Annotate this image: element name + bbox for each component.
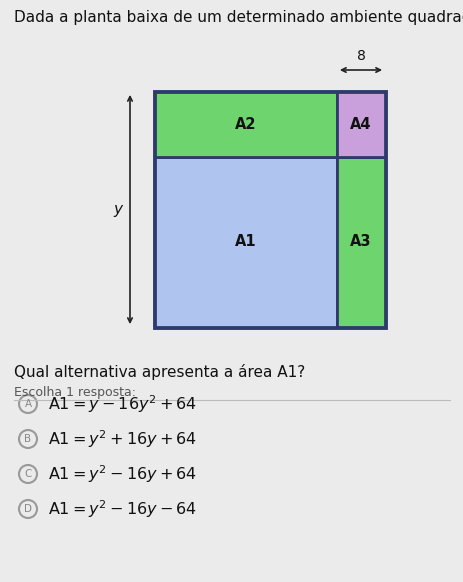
Text: B: B — [25, 434, 31, 444]
Text: $\mathrm{A1} = y^2 - 16y + 64$: $\mathrm{A1} = y^2 - 16y + 64$ — [48, 463, 197, 485]
Bar — [336, 157, 384, 327]
Text: A1: A1 — [235, 235, 256, 250]
Text: y: y — [113, 202, 122, 217]
Text: A4: A4 — [350, 117, 371, 132]
Text: D: D — [24, 504, 32, 514]
Text: A3: A3 — [350, 235, 371, 250]
Text: $\mathrm{A1} = y^2 - 16y - 64$: $\mathrm{A1} = y^2 - 16y - 64$ — [48, 498, 197, 520]
Text: Qual alternativa apresenta a área A1?: Qual alternativa apresenta a área A1? — [14, 364, 305, 380]
Text: A: A — [25, 399, 31, 409]
Bar — [336, 92, 384, 157]
Bar — [155, 92, 384, 327]
Text: $\mathrm{A1} = y^2 + 16y + 64$: $\mathrm{A1} = y^2 + 16y + 64$ — [48, 428, 197, 450]
Text: C: C — [24, 469, 31, 479]
Text: Escolha 1 resposta:: Escolha 1 resposta: — [14, 386, 136, 399]
Text: Dada a planta baixa de um determinado ambiente quadrado.: Dada a planta baixa de um determinado am… — [14, 10, 463, 25]
Text: 8: 8 — [356, 49, 365, 63]
Bar — [155, 92, 336, 157]
Text: A2: A2 — [235, 117, 256, 132]
Text: $\mathrm{A1} = y - 16y^2 + 64$: $\mathrm{A1} = y - 16y^2 + 64$ — [48, 393, 197, 415]
Bar — [155, 157, 336, 327]
